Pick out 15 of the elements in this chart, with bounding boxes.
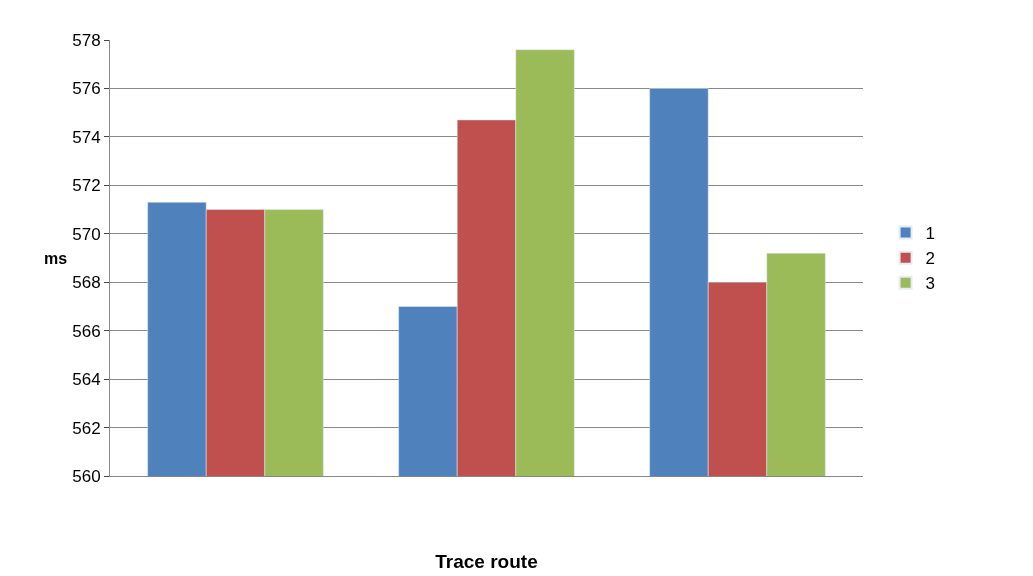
legend-label: 1	[925, 224, 936, 244]
y-tick-label: 562	[72, 418, 101, 438]
y-tick-label: 568	[72, 273, 101, 293]
y-tick-label: 576	[72, 79, 101, 99]
y-tick-label: 572	[72, 176, 101, 196]
y-tick-label: 564	[72, 370, 101, 390]
y-tick-label: 574	[72, 127, 101, 147]
legend-label: 3	[925, 274, 936, 294]
y-tick-label: 566	[72, 321, 101, 341]
y-tick-label: 570	[72, 224, 101, 244]
x-axis-title: Trace route	[435, 551, 538, 572]
legend-label: 2	[925, 249, 936, 269]
y-tick-label: 560	[72, 466, 101, 486]
y-axis-title: ms	[44, 250, 68, 267]
y-tick-label: 578	[72, 30, 101, 50]
